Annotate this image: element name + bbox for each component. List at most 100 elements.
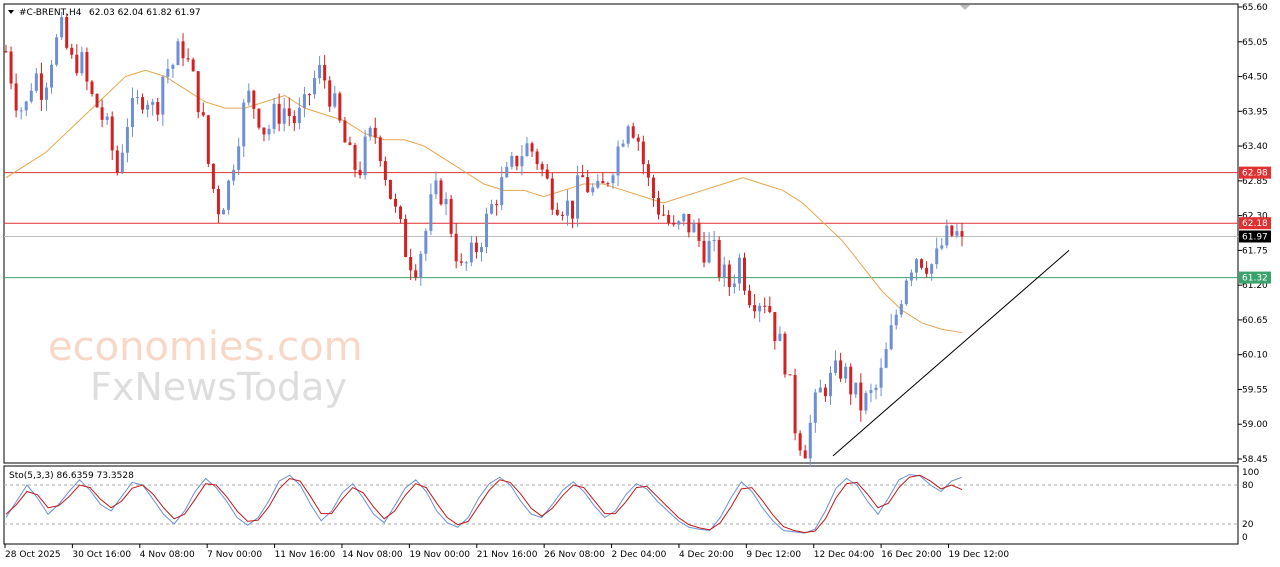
candle-body	[110, 116, 114, 151]
time-tick-label: 4 Nov 08:00	[140, 550, 195, 560]
price-tick-label: 62.85	[1242, 177, 1268, 187]
candle-body	[156, 102, 160, 115]
candle-body	[935, 248, 939, 265]
time-tick-label: 19 Dec 12:00	[949, 550, 1010, 560]
candle-body	[677, 221, 681, 225]
candle-body	[373, 127, 377, 138]
watermark-fxnewstoday: FxNewsToday	[90, 365, 347, 409]
candle-body	[490, 204, 494, 214]
candle-body	[115, 150, 119, 173]
price-axis[interactable]: 65.60 65.05 64.50 63.95 63.40 62.85 62.30 61.75…	[1238, 3, 1268, 543]
candle-body	[313, 78, 317, 95]
main-pane[interactable]	[3, 3, 1239, 464]
candle-body	[849, 366, 853, 395]
trendline-group[interactable]	[832, 250, 1070, 457]
price-labels: 62.98 62.18 61.97 61.32	[1239, 166, 1271, 284]
price-tick-label: 59.00	[1242, 420, 1268, 430]
candle-body	[879, 367, 883, 388]
candle-body	[596, 180, 600, 188]
candle-body	[399, 206, 403, 220]
candle-body	[383, 161, 387, 180]
stochastic-d-line	[5, 474, 963, 533]
time-tick-label: 7 Nov 00:00	[207, 550, 262, 560]
scroll-marker-icon[interactable]	[960, 5, 970, 10]
candle-body	[722, 264, 726, 278]
candle-body	[146, 104, 150, 110]
price-tick-label: 60.65	[1242, 316, 1268, 326]
time-tick-label: 21 Nov 16:00	[477, 550, 538, 560]
candle-body	[788, 374, 792, 376]
stochastic-tick-label: 80	[1242, 481, 1254, 491]
candle-body	[287, 108, 291, 117]
price-tick-label: 65.60	[1242, 3, 1268, 13]
candle-body	[414, 270, 418, 278]
candle-body	[717, 239, 721, 278]
candle-body	[459, 261, 463, 263]
candle-body	[237, 146, 241, 170]
candle-body	[70, 47, 74, 55]
candle-body	[95, 94, 99, 108]
stochastic-pane[interactable]	[3, 465, 1239, 545]
candle-body	[252, 90, 256, 109]
price-tick-label: 62.30	[1242, 212, 1268, 222]
candle-body	[297, 107, 301, 124]
candle-body	[186, 58, 190, 60]
stochastic-tick-label: 100	[1242, 468, 1259, 478]
stochastic-tick-label: 20	[1242, 520, 1254, 530]
price-tick-label: 60.10	[1242, 351, 1268, 361]
moving-average	[5, 69, 963, 334]
ascending-trendline[interactable]	[832, 250, 1070, 457]
candle-body	[29, 90, 33, 102]
candle-body	[206, 115, 210, 164]
resistance-upper-label-tag	[1239, 166, 1271, 179]
watermark-economies: economies.com	[48, 324, 363, 370]
ohlc-readout: 62.03 62.04 61.82 61.97	[89, 8, 201, 18]
candle-body	[565, 200, 569, 216]
candle-body	[763, 305, 767, 307]
current-price-label: 61.97	[1242, 232, 1268, 242]
candle-body	[272, 103, 276, 129]
candle-body	[586, 177, 590, 193]
support-label-tag	[1239, 271, 1271, 284]
candle-body	[439, 180, 443, 205]
price-tick-label: 61.75	[1242, 246, 1268, 256]
candle-body	[606, 183, 610, 185]
candle-body	[702, 240, 706, 263]
candle-body	[333, 93, 337, 107]
candle-body	[222, 209, 226, 215]
time-axis[interactable]: 28 Oct 2025 30 Oct 16:00 4 Nov 08:00 7 Nov …	[4, 544, 1010, 560]
candle-body	[282, 108, 286, 124]
candle-body	[555, 209, 559, 215]
candle-body	[4, 51, 8, 53]
candle-body	[196, 71, 200, 113]
price-tick-label: 65.05	[1242, 38, 1268, 48]
candle-body	[571, 200, 575, 219]
candle-body	[560, 214, 564, 216]
candle-body	[302, 94, 306, 108]
candle-body	[363, 136, 367, 176]
candle-body	[166, 68, 170, 77]
candle-body	[611, 175, 615, 184]
price-tick-label: 59.55	[1242, 385, 1268, 395]
candle-body	[525, 143, 529, 157]
candle-body	[803, 450, 807, 459]
candle-body	[211, 163, 215, 189]
candle-body	[227, 180, 231, 210]
candle-body	[495, 204, 499, 206]
candle-body	[318, 64, 322, 79]
candle-body	[388, 179, 392, 199]
candle-body	[19, 110, 23, 112]
candle-body	[141, 97, 145, 110]
candle-body	[545, 169, 549, 179]
price-tick-label: 58.45	[1242, 455, 1268, 465]
candle-body	[50, 64, 54, 88]
candle-body	[55, 37, 59, 65]
resistance-lower-label-tag	[1239, 217, 1271, 230]
candle-body	[75, 54, 79, 74]
candle-body	[520, 156, 524, 167]
candle-body	[930, 264, 934, 274]
candle-body	[712, 239, 716, 241]
candle-body	[338, 93, 342, 121]
triangle-down-icon[interactable]	[8, 10, 14, 14]
